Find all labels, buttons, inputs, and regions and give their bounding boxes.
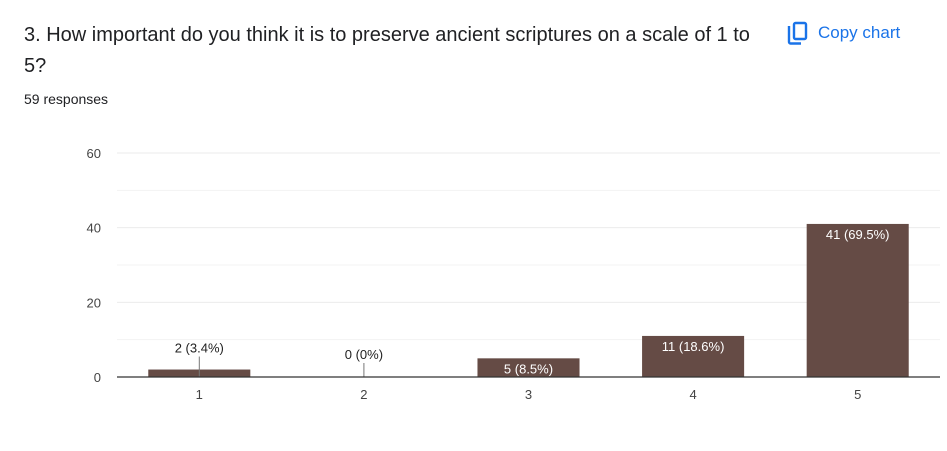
y-tick-label: 20 (87, 295, 101, 310)
data-label: 41 (69.5%) (826, 227, 890, 242)
y-tick-label: 0 (94, 370, 101, 385)
data-label: 5 (8.5%) (504, 361, 553, 376)
data-label: 11 (18.6%) (662, 339, 725, 354)
copy-chart-button[interactable]: Copy chart (786, 16, 900, 50)
bar (642, 335, 745, 377)
bar (806, 223, 909, 377)
response-count: 59 responses (24, 91, 109, 107)
y-tick-label: 40 (87, 221, 101, 236)
y-tick-label: 60 (87, 146, 101, 161)
bar (477, 358, 580, 377)
x-tick-label: 5 (854, 387, 861, 402)
copy-chart-label: Copy chart (818, 23, 901, 42)
question-title: 3. How important do you think it is to p… (24, 24, 750, 77)
x-tick-label: 2 (360, 387, 367, 402)
x-tick-label: 3 (525, 387, 532, 402)
data-label: 2 (3.4%) (175, 341, 224, 356)
copy-icon (786, 20, 808, 46)
x-tick-label: 1 (196, 387, 203, 402)
x-tick-label: 4 (689, 387, 696, 402)
data-label: 0 (0%) (345, 347, 383, 362)
